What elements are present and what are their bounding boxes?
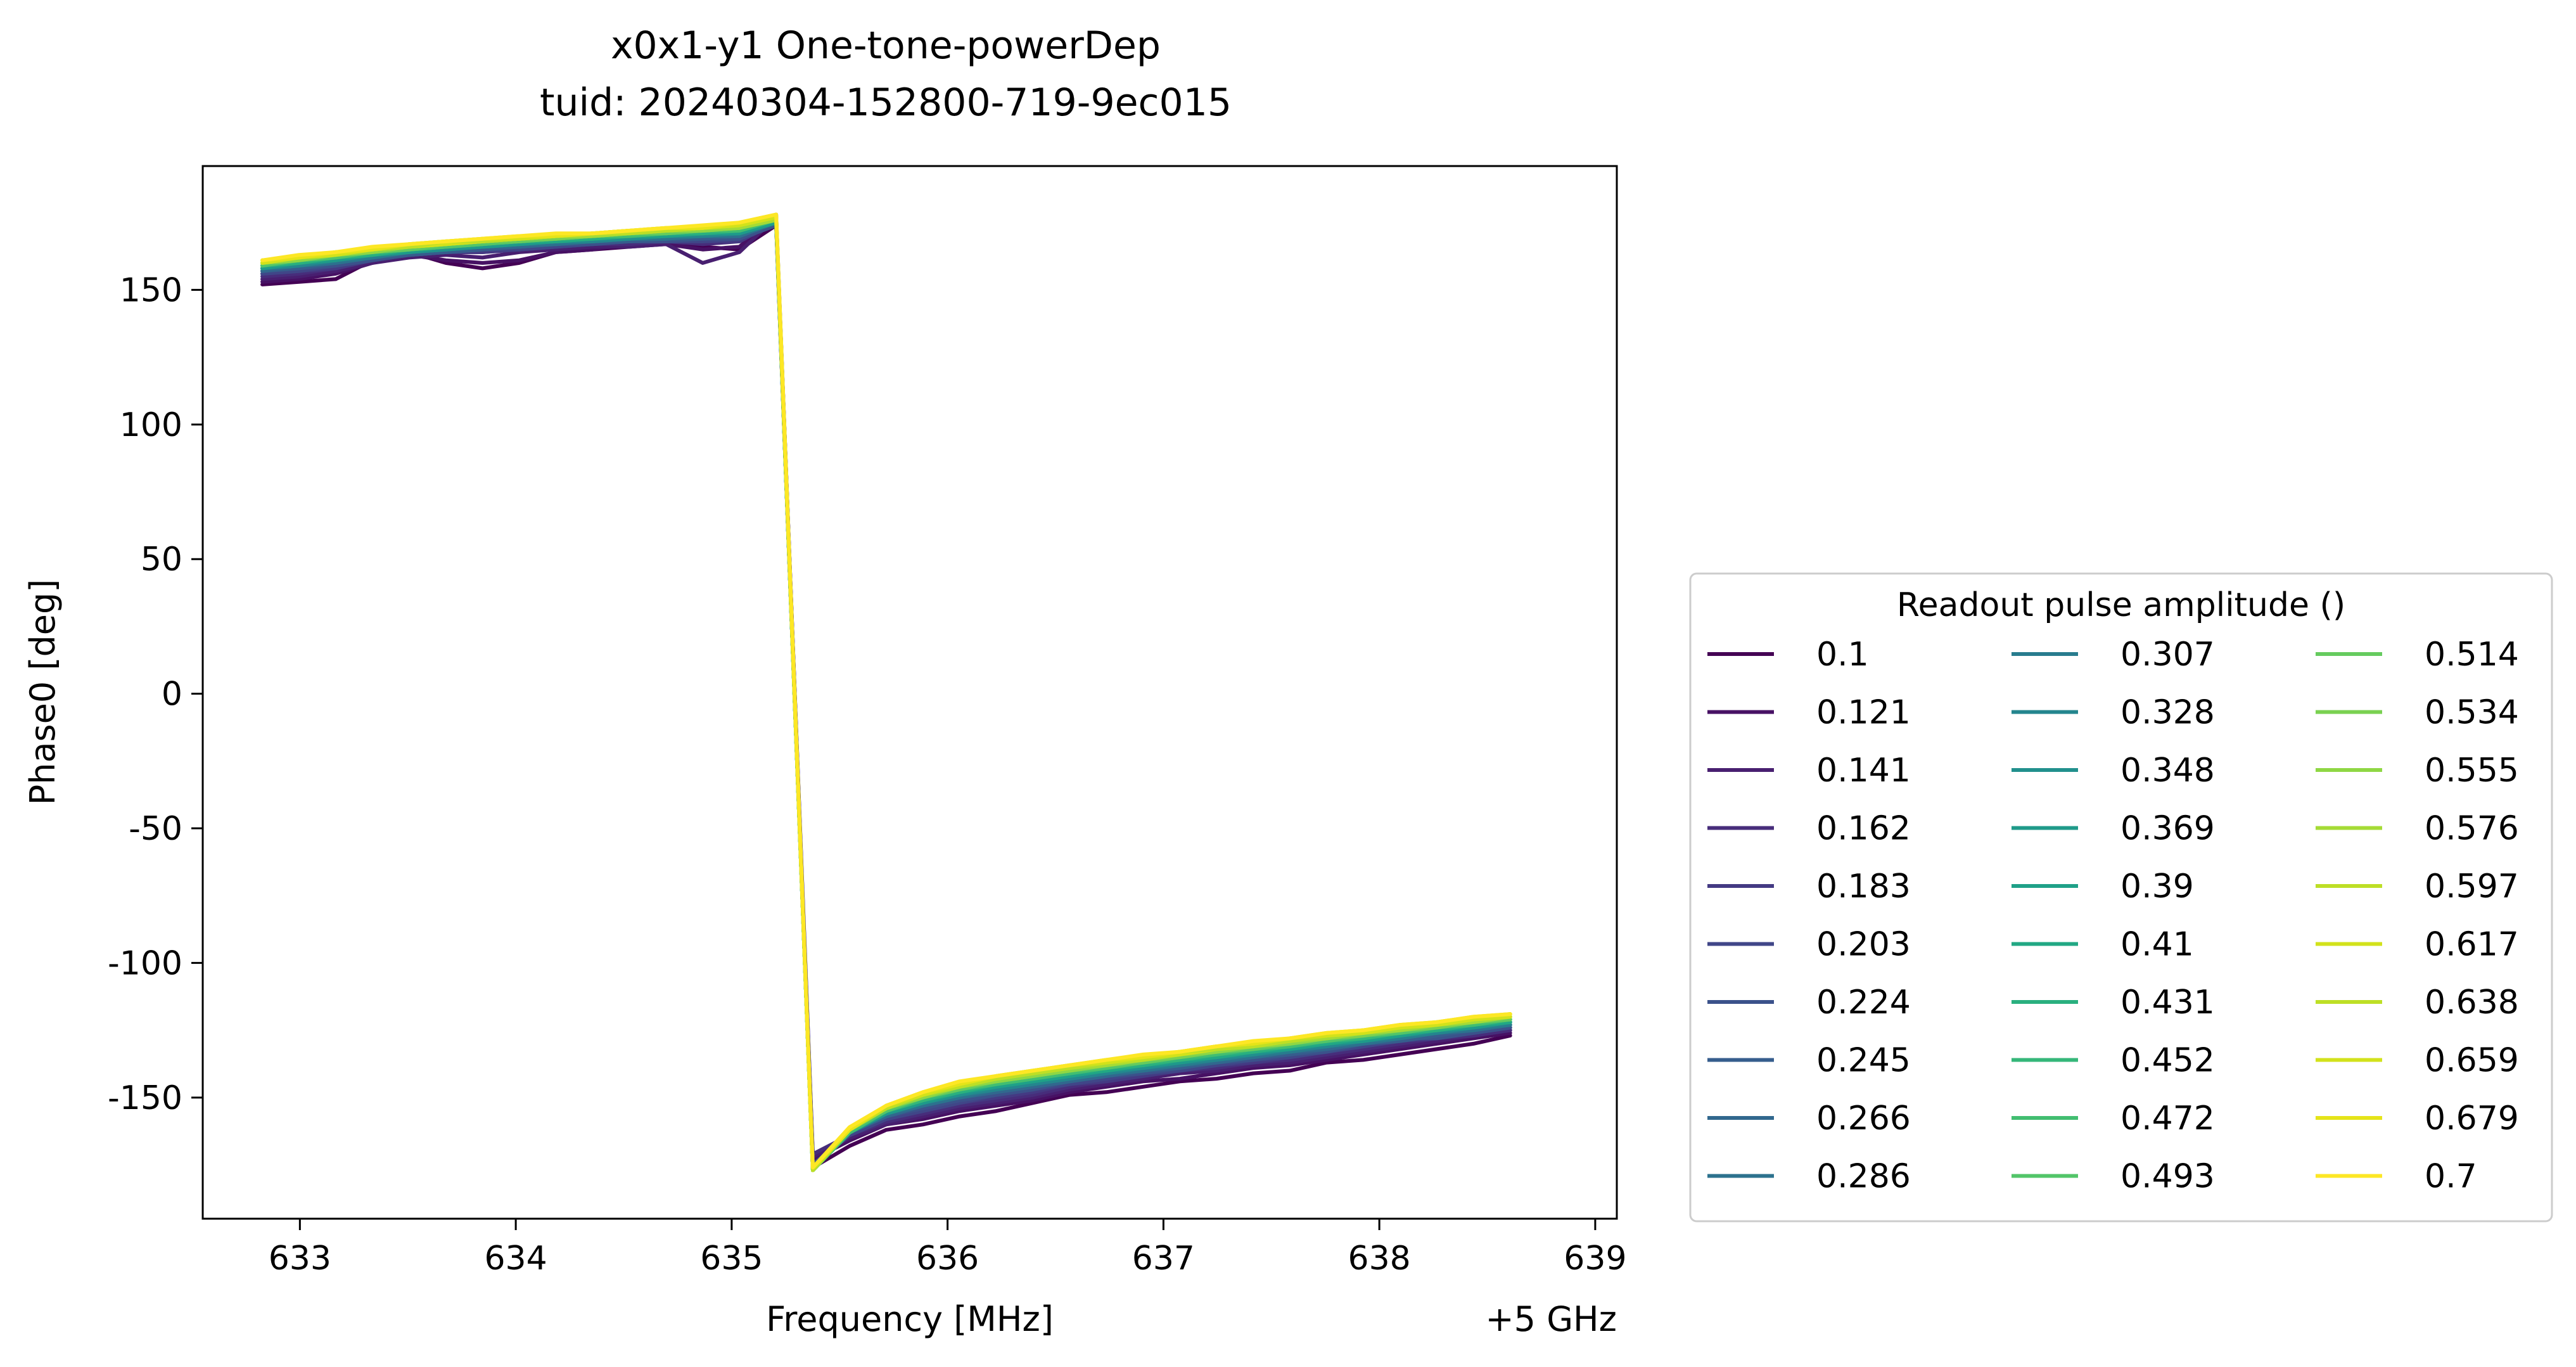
legend-label-0.472: 0.472 — [2120, 1100, 2215, 1138]
legend-label-0.493: 0.493 — [2120, 1158, 2215, 1196]
series-line-0.7 — [260, 212, 1512, 1170]
legend-label-0.286: 0.286 — [1816, 1158, 1911, 1196]
legend-label-0.266: 0.266 — [1816, 1100, 1911, 1138]
y-tick-label: -50 — [129, 810, 182, 848]
legend-label-0.617: 0.617 — [2425, 926, 2519, 964]
legend-label-0.348: 0.348 — [2120, 752, 2215, 790]
legend-label-0.555: 0.555 — [2425, 752, 2519, 790]
legend-label-0.141: 0.141 — [1816, 752, 1911, 790]
x-axis-ticks: 633 634 635 636 637 638 639 — [269, 1219, 1627, 1278]
y-tick-label: -100 — [108, 944, 182, 982]
legend-label-0.638: 0.638 — [2425, 984, 2519, 1022]
series-line-0.141 — [260, 215, 1512, 1159]
chart-title-line-2: tuid: 20240304-152800-719-9ec015 — [540, 80, 1232, 125]
legend-label-0.224: 0.224 — [1816, 984, 1911, 1022]
legend-label-0.121: 0.121 — [1816, 694, 1911, 732]
y-tick-label: 50 — [141, 541, 182, 579]
x-tick-label: 636 — [916, 1240, 979, 1278]
legend-label-0.1: 0.1 — [1816, 636, 1869, 674]
chart-title-line-1: x0x1-y1 One-tone-powerDep — [611, 23, 1161, 68]
legend-label-0.431: 0.431 — [2120, 984, 2215, 1022]
legend-label-0.7: 0.7 — [2425, 1158, 2477, 1196]
series-line-0.1 — [260, 223, 1512, 1170]
x-tick-label: 638 — [1348, 1240, 1411, 1278]
series-layer — [260, 212, 1512, 1172]
y-axis-title: Phase0 [deg] — [23, 579, 63, 805]
legend-label-0.679: 0.679 — [2425, 1100, 2519, 1138]
y-tick-label: 0 — [162, 676, 182, 714]
legend-label-0.245: 0.245 — [1816, 1042, 1911, 1080]
legend-label-0.514: 0.514 — [2425, 636, 2519, 674]
x-tick-label: 633 — [269, 1240, 331, 1278]
y-tick-label: -150 — [108, 1079, 182, 1117]
legend-label-0.659: 0.659 — [2425, 1042, 2519, 1080]
legend-label-0.39: 0.39 — [2120, 868, 2194, 906]
legend: Readout pulse amplitude () 0.1 0.121 0.141… — [1689, 572, 2553, 1223]
plot-area-frame — [201, 165, 1618, 1220]
x-tick-label: 639 — [1564, 1240, 1626, 1278]
legend-label-0.452: 0.452 — [2120, 1042, 2215, 1080]
legend-label-0.203: 0.203 — [1816, 926, 1911, 964]
x-axis-title: Frequency [MHz] — [766, 1299, 1054, 1339]
y-tick-label: 150 — [120, 271, 182, 309]
x-tick-label: 637 — [1132, 1240, 1195, 1278]
legend-label-0.576: 0.576 — [2425, 810, 2519, 848]
legend-label-0.328: 0.328 — [2120, 694, 2215, 732]
legend-label-0.597: 0.597 — [2425, 868, 2519, 906]
x-tick-label: 635 — [700, 1240, 763, 1278]
legend-label-0.183: 0.183 — [1816, 868, 1911, 906]
legend-label-0.162: 0.162 — [1816, 810, 1911, 848]
legend-label-0.307: 0.307 — [2120, 636, 2215, 674]
y-axis-ticks: 150 100 50 0 -50 -100 -150 — [108, 271, 203, 1117]
y-tick-label: 100 — [120, 406, 182, 444]
legend-title: Readout pulse amplitude () — [1897, 586, 2345, 624]
x-axis-offset-label: +5 GHz — [1485, 1299, 1617, 1339]
x-tick-label: 634 — [484, 1240, 547, 1278]
legend-label-0.534: 0.534 — [2425, 694, 2519, 732]
legend-label-0.41: 0.41 — [2120, 926, 2194, 964]
legend-entries: 0.1 0.121 0.141 0.162 0.183 0.203 0.224 0.245 0.… — [1707, 636, 2519, 1196]
legend-label-0.369: 0.369 — [2120, 810, 2215, 848]
